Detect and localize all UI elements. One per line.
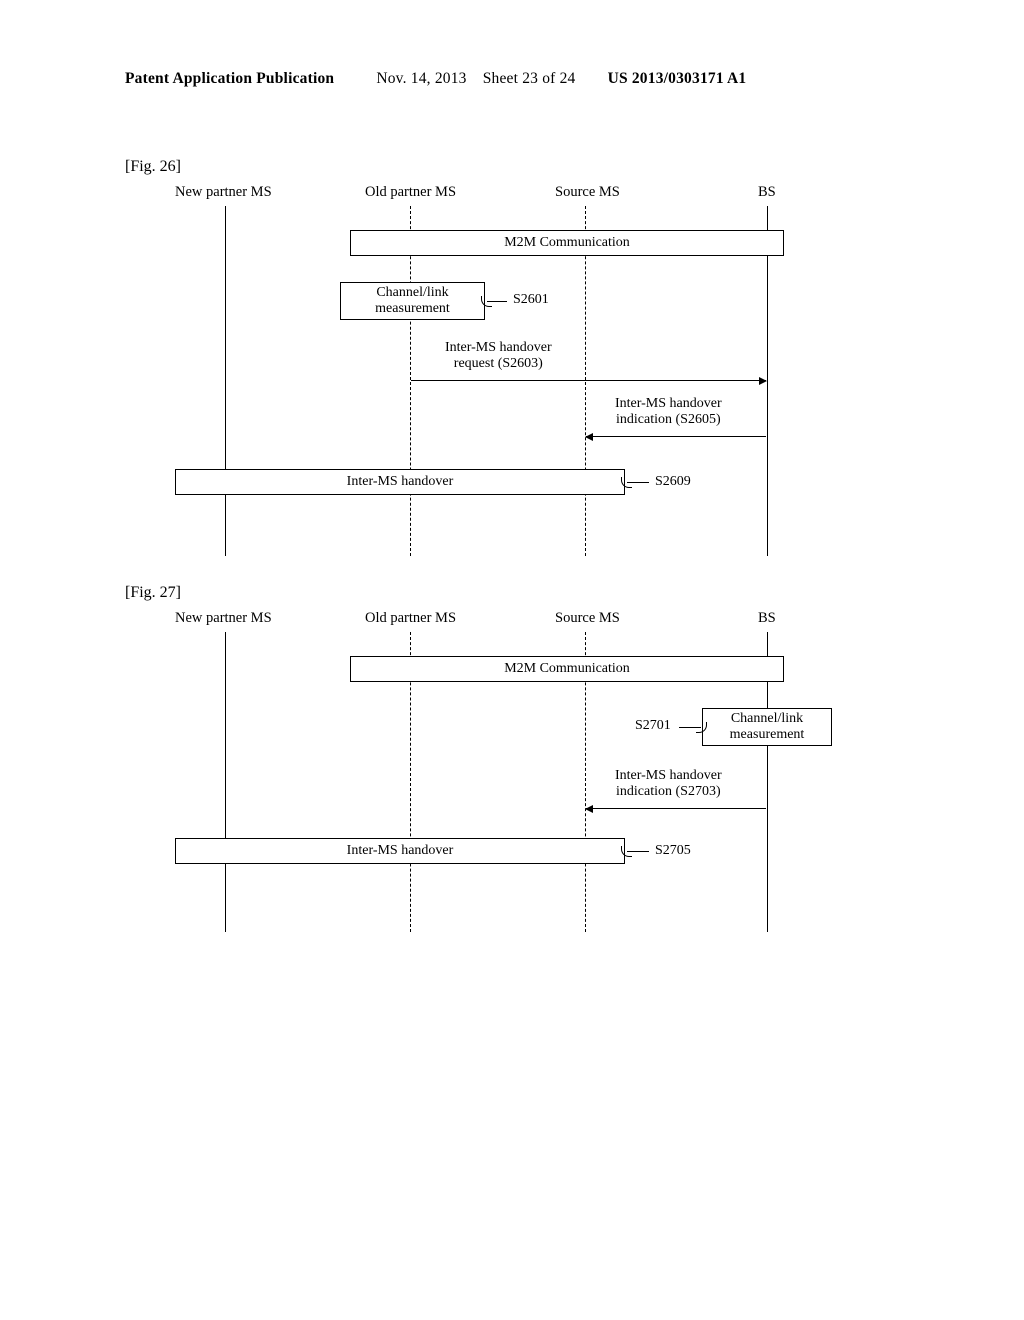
ho-req-text-1: Inter-MS handover (445, 340, 552, 356)
ho-ind-text-2: indication (S2605) (615, 412, 722, 428)
channel-link-box-26: Channel/link measurement (340, 282, 485, 320)
inter-ms-handover-box-27: Inter-MS handover (175, 838, 625, 864)
label-s2701: S2701 (635, 718, 671, 734)
ho-req-text-2: request (S2603) (445, 356, 552, 372)
lane-old-partner-ms: Old partner MS (365, 184, 456, 201)
ho-ind-text-2-27: indication (S2703) (615, 784, 722, 800)
ho-ind-text-1: Inter-MS handover (615, 396, 722, 412)
m2m-text-27: M2M Communication (504, 661, 630, 677)
patent-number: US 2013/0303171 A1 (608, 70, 747, 87)
channel-text-2: measurement (375, 301, 450, 317)
figure-26-label: [Fig. 26] (125, 158, 939, 176)
arrow-ho-indication-27 (586, 808, 766, 809)
channel-text-2-27: measurement (730, 727, 805, 743)
channel-text-1: Channel/link (376, 285, 448, 301)
lifeline-new-partner-27 (225, 632, 226, 932)
figure-26-diagram: New partner MS Old partner MS Source MS … (185, 184, 805, 564)
lane-bs-27: BS (758, 610, 776, 627)
label-s2705: S2705 (655, 843, 691, 859)
leader-s2705 (627, 851, 649, 852)
label-s2601: S2601 (513, 292, 549, 308)
lifeline-bs (767, 206, 768, 556)
arrow-ho-indication-26 (586, 436, 766, 437)
lane-new-partner-27: New partner MS (175, 610, 272, 627)
lane-source-ms: Source MS (555, 184, 620, 201)
m2m-communication-box: M2M Communication (350, 230, 784, 256)
ho-ind-text-1-27: Inter-MS handover (615, 768, 722, 784)
inter-ms-ho-text-27: Inter-MS handover (347, 843, 454, 859)
lane-bs: BS (758, 184, 776, 201)
channel-text-1-27: Channel/link (731, 711, 803, 727)
inter-ms-ho-text-26: Inter-MS handover (347, 474, 454, 490)
page-header: Patent Application Publication Nov. 14, … (125, 70, 939, 88)
leader-s2609 (627, 482, 649, 483)
lane-new-partner-ms: New partner MS (175, 184, 272, 201)
page: Patent Application Publication Nov. 14, … (0, 0, 1024, 1320)
channel-link-box-27: Channel/link measurement (702, 708, 832, 746)
sheet-number: Sheet 23 of 24 (483, 70, 576, 87)
publication-label: Patent Application Publication (125, 70, 334, 87)
lane-old-partner-27: Old partner MS (365, 610, 456, 627)
arrow-ho-request (411, 380, 766, 381)
leader-s2601 (487, 301, 507, 302)
lifeline-new-partner (225, 206, 226, 556)
inter-ms-handover-box-26: Inter-MS handover (175, 469, 625, 495)
leader-line-s2701 (679, 727, 701, 728)
m2m-text: M2M Communication (504, 235, 630, 251)
m2m-box-27: M2M Communication (350, 656, 784, 682)
lifeline-old-partner (410, 206, 411, 556)
lifeline-source (585, 206, 586, 556)
figure-27-label: [Fig. 27] (125, 584, 939, 602)
publication-date: Nov. 14, 2013 (376, 70, 466, 87)
label-s2609: S2609 (655, 474, 691, 490)
figure-27-diagram: New partner MS Old partner MS Source MS … (185, 610, 805, 950)
lane-source-27: Source MS (555, 610, 620, 627)
